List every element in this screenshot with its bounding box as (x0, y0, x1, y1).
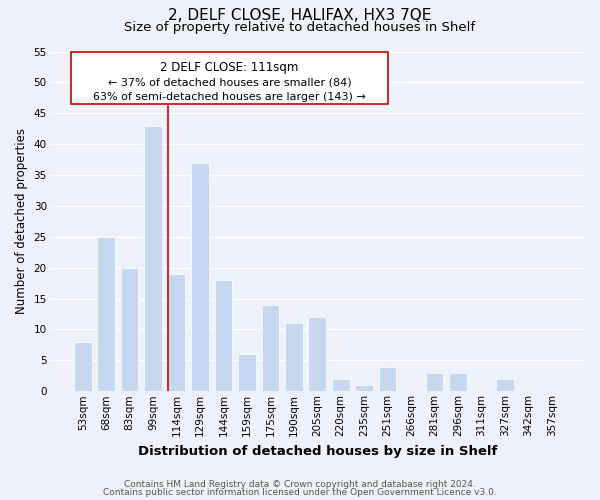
Bar (215, 280, 232, 392)
Bar (144, 126, 162, 392)
Bar (496, 379, 514, 392)
Bar (168, 274, 185, 392)
Bar (238, 354, 256, 392)
Text: Contains public sector information licensed under the Open Government Licence v3: Contains public sector information licen… (103, 488, 497, 497)
Y-axis label: Number of detached properties: Number of detached properties (15, 128, 28, 314)
Text: Size of property relative to detached houses in Shelf: Size of property relative to detached ho… (124, 21, 476, 34)
Bar (121, 268, 139, 392)
Text: Contains HM Land Registry data © Crown copyright and database right 2024.: Contains HM Land Registry data © Crown c… (124, 480, 476, 489)
Bar (262, 305, 279, 392)
Bar (74, 342, 92, 392)
Text: ← 37% of detached houses are smaller (84): ← 37% of detached houses are smaller (84… (107, 78, 351, 88)
FancyBboxPatch shape (71, 52, 388, 104)
Bar (308, 317, 326, 392)
Text: 2, DELF CLOSE, HALIFAX, HX3 7QE: 2, DELF CLOSE, HALIFAX, HX3 7QE (169, 8, 431, 22)
Bar (191, 162, 209, 392)
Bar (449, 372, 467, 392)
Text: 2 DELF CLOSE: 111sqm: 2 DELF CLOSE: 111sqm (160, 61, 299, 74)
Bar (426, 372, 443, 392)
Bar (97, 237, 115, 392)
Bar (332, 379, 350, 392)
X-axis label: Distribution of detached houses by size in Shelf: Distribution of detached houses by size … (137, 444, 497, 458)
Bar (379, 366, 397, 392)
Bar (285, 324, 302, 392)
Bar (355, 385, 373, 392)
Text: 63% of semi-detached houses are larger (143) →: 63% of semi-detached houses are larger (… (93, 92, 366, 102)
